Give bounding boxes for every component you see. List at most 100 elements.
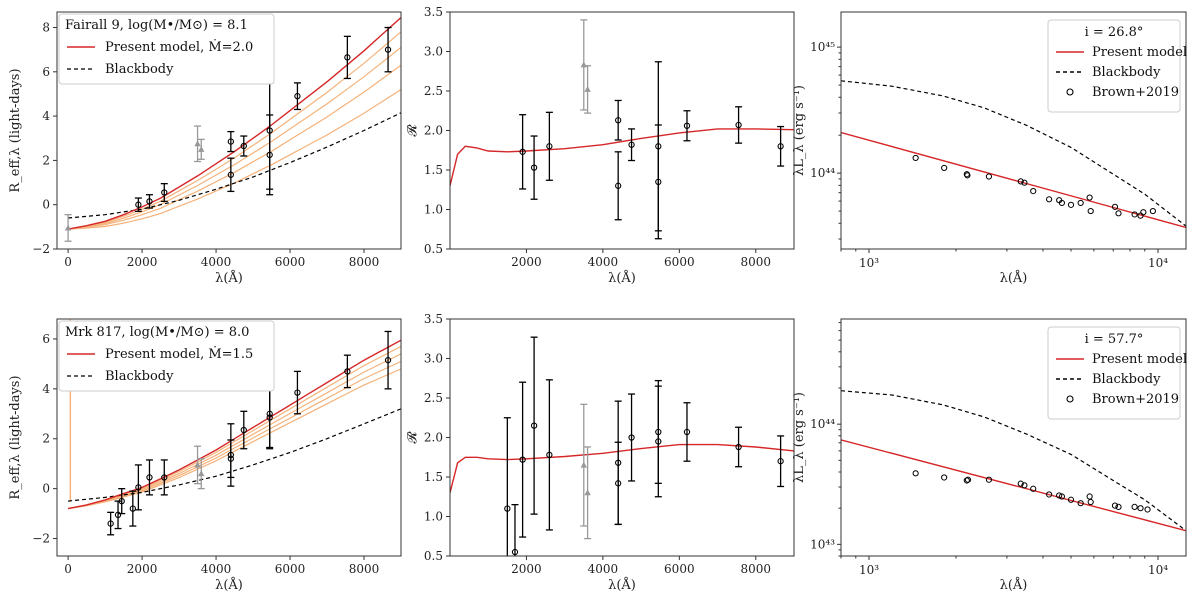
- x-tick-label-0: 2000: [511, 562, 542, 576]
- data-point-4: [546, 451, 553, 459]
- panel-frame: [56, 11, 402, 250]
- y-axis-label: R_eff,λ (light-days): [8, 375, 23, 499]
- y-tick-label-6: 3.5: [424, 312, 443, 326]
- x-axis-label: λ(Å): [215, 270, 243, 286]
- x-tick-label-2: 4000: [201, 562, 232, 576]
- data-point-0: [519, 148, 526, 155]
- data-point-10: [777, 143, 784, 150]
- data-point-1: [146, 198, 153, 205]
- y-tick-label-0: −2: [32, 242, 50, 256]
- y-tick-label-2: 1.5: [424, 470, 443, 484]
- x-tick-label-2: 6000: [664, 255, 695, 269]
- model-curve: [450, 443, 794, 493]
- brown2019-point-10: [1058, 199, 1065, 207]
- y-tick-label-0: 10⁴⁴: [810, 166, 835, 180]
- gray-point-1: [584, 85, 591, 92]
- brown2019-point-2: [963, 477, 970, 484]
- y-tick-label-0: −2: [32, 532, 50, 546]
- legend-label-model: Present model, Ṁ=1.5: [105, 345, 253, 362]
- y-tick-label-5: 3.0: [424, 352, 443, 366]
- brown2019-point-15: [1111, 203, 1119, 210]
- data-point-3: [530, 422, 538, 429]
- x-tick-label-1: 10⁴: [1148, 563, 1168, 577]
- legend-label-3: Brown+2019: [1092, 392, 1179, 407]
- brown2019-point-19: [1140, 209, 1147, 216]
- y-tick-label-1: 10⁴⁴: [810, 417, 835, 431]
- data-point-3: [227, 138, 234, 145]
- x-axis-label: λ(Å): [1000, 270, 1028, 286]
- panel-top-middle: 2000 4000 6000 8000 0.5 1.0 1.5 2.0 2.5 3.0 3.5 λ(Å…: [405, 5, 795, 286]
- data-point-1: [511, 548, 519, 556]
- data-point-12: [777, 458, 784, 465]
- gray-point-0: [194, 461, 201, 468]
- plot-area: [67, 319, 401, 536]
- x-tick-label-1: 10⁴: [1148, 256, 1168, 270]
- y-axis-label: λL_λ (erg s⁻¹): [792, 85, 807, 176]
- data-point-3: [129, 505, 136, 512]
- x-tick-label-1: 4000: [588, 562, 619, 576]
- data-point-14: [384, 357, 392, 364]
- blackbody-curve: [68, 112, 401, 219]
- legend-label-model: Present model, Ṁ=2.0: [105, 38, 253, 55]
- x-tick-label-0: 0: [64, 255, 72, 269]
- legend-title: Mrk 817, log(M•/M⊙) = 8.0: [65, 325, 249, 340]
- data-point-9: [344, 54, 351, 61]
- x-axis-label: λ(Å): [1000, 577, 1028, 593]
- data-point-0: [107, 520, 114, 527]
- brown2019-point-16: [1115, 503, 1122, 510]
- model-curve: [841, 439, 1186, 532]
- legend-label-blackbody: Blackbody: [105, 62, 174, 77]
- data-point-0: [504, 505, 511, 512]
- x-tick-label-1: 2000: [127, 255, 158, 269]
- brown2019-point-8: [1046, 491, 1053, 498]
- model-fan-curve-3: [68, 368, 401, 510]
- x-tick-label-4: 8000: [349, 562, 380, 576]
- y-tick-label-5: 8: [42, 21, 50, 35]
- panel-frame: [449, 318, 795, 557]
- model-fan-curve-2: [68, 360, 401, 510]
- legend-label-3: Brown+2019: [1092, 85, 1179, 100]
- legend-label-2: Blackbody: [1092, 372, 1161, 387]
- gray-point-0: [580, 461, 587, 468]
- brown2019-point-1: [941, 474, 948, 481]
- y-tick-label-1: 10⁴⁵: [810, 40, 835, 54]
- legend-label-1: Present model: [1092, 352, 1187, 367]
- data-point-2: [519, 456, 526, 463]
- y-tick-label-4: 2.5: [424, 391, 443, 405]
- data-point-10: [384, 46, 392, 53]
- brown2019-point-10: [1058, 493, 1065, 500]
- data-point-5: [146, 474, 153, 481]
- plot-area: [450, 19, 794, 240]
- data-point-8: [683, 122, 691, 129]
- y-tick-label-4: 2.5: [424, 84, 443, 98]
- data-point-2: [118, 497, 125, 505]
- model-fan-curve-1: [67, 353, 401, 510]
- data-point-13: [344, 368, 351, 375]
- legend-box: [1047, 19, 1181, 113]
- legend-box: [58, 320, 275, 392]
- brown2019-point-20: [1149, 207, 1156, 215]
- data-point-11: [735, 443, 742, 451]
- brown2019-point-12: [1077, 199, 1084, 207]
- brown2019-point-4: [985, 476, 993, 483]
- y-tick-label-4: 6: [42, 332, 50, 346]
- data-point-11: [266, 414, 273, 421]
- brown2019-point-11: [1067, 201, 1075, 208]
- brown2019-point-6: [1021, 482, 1028, 489]
- panel-bottom-middle: 2000 4000 6000 8000 0.5 1.0 1.5 2.0 2.5 3.0 3.5 λ(Å…: [405, 312, 795, 593]
- x-tick-label-0: 0: [64, 562, 72, 576]
- legend-box: [58, 13, 275, 85]
- panel-top-left: 0 2000 4000 6000 8000 −2 0 2 4 6 8 λ(Å) R_eff,λ (lig…: [8, 11, 402, 286]
- data-point-4: [135, 484, 142, 491]
- y-tick-label-2: 2: [42, 432, 50, 446]
- x-tick-label-4: 8000: [349, 255, 380, 269]
- brown2019-point-7: [1030, 188, 1037, 195]
- brown2019-point-18: [1137, 505, 1144, 512]
- model-curve: [450, 128, 794, 186]
- panel-bottom-right: 10³ 10⁴ 10⁴³ 10⁴⁴ λ(Å) λL_λ (erg s⁻¹) i = 57.7…: [792, 318, 1187, 593]
- brown2019-point-3: [964, 172, 971, 179]
- y-tick-label-1: 1.0: [424, 203, 443, 217]
- gray-point-0: [64, 224, 72, 231]
- data-point-6: [161, 474, 168, 481]
